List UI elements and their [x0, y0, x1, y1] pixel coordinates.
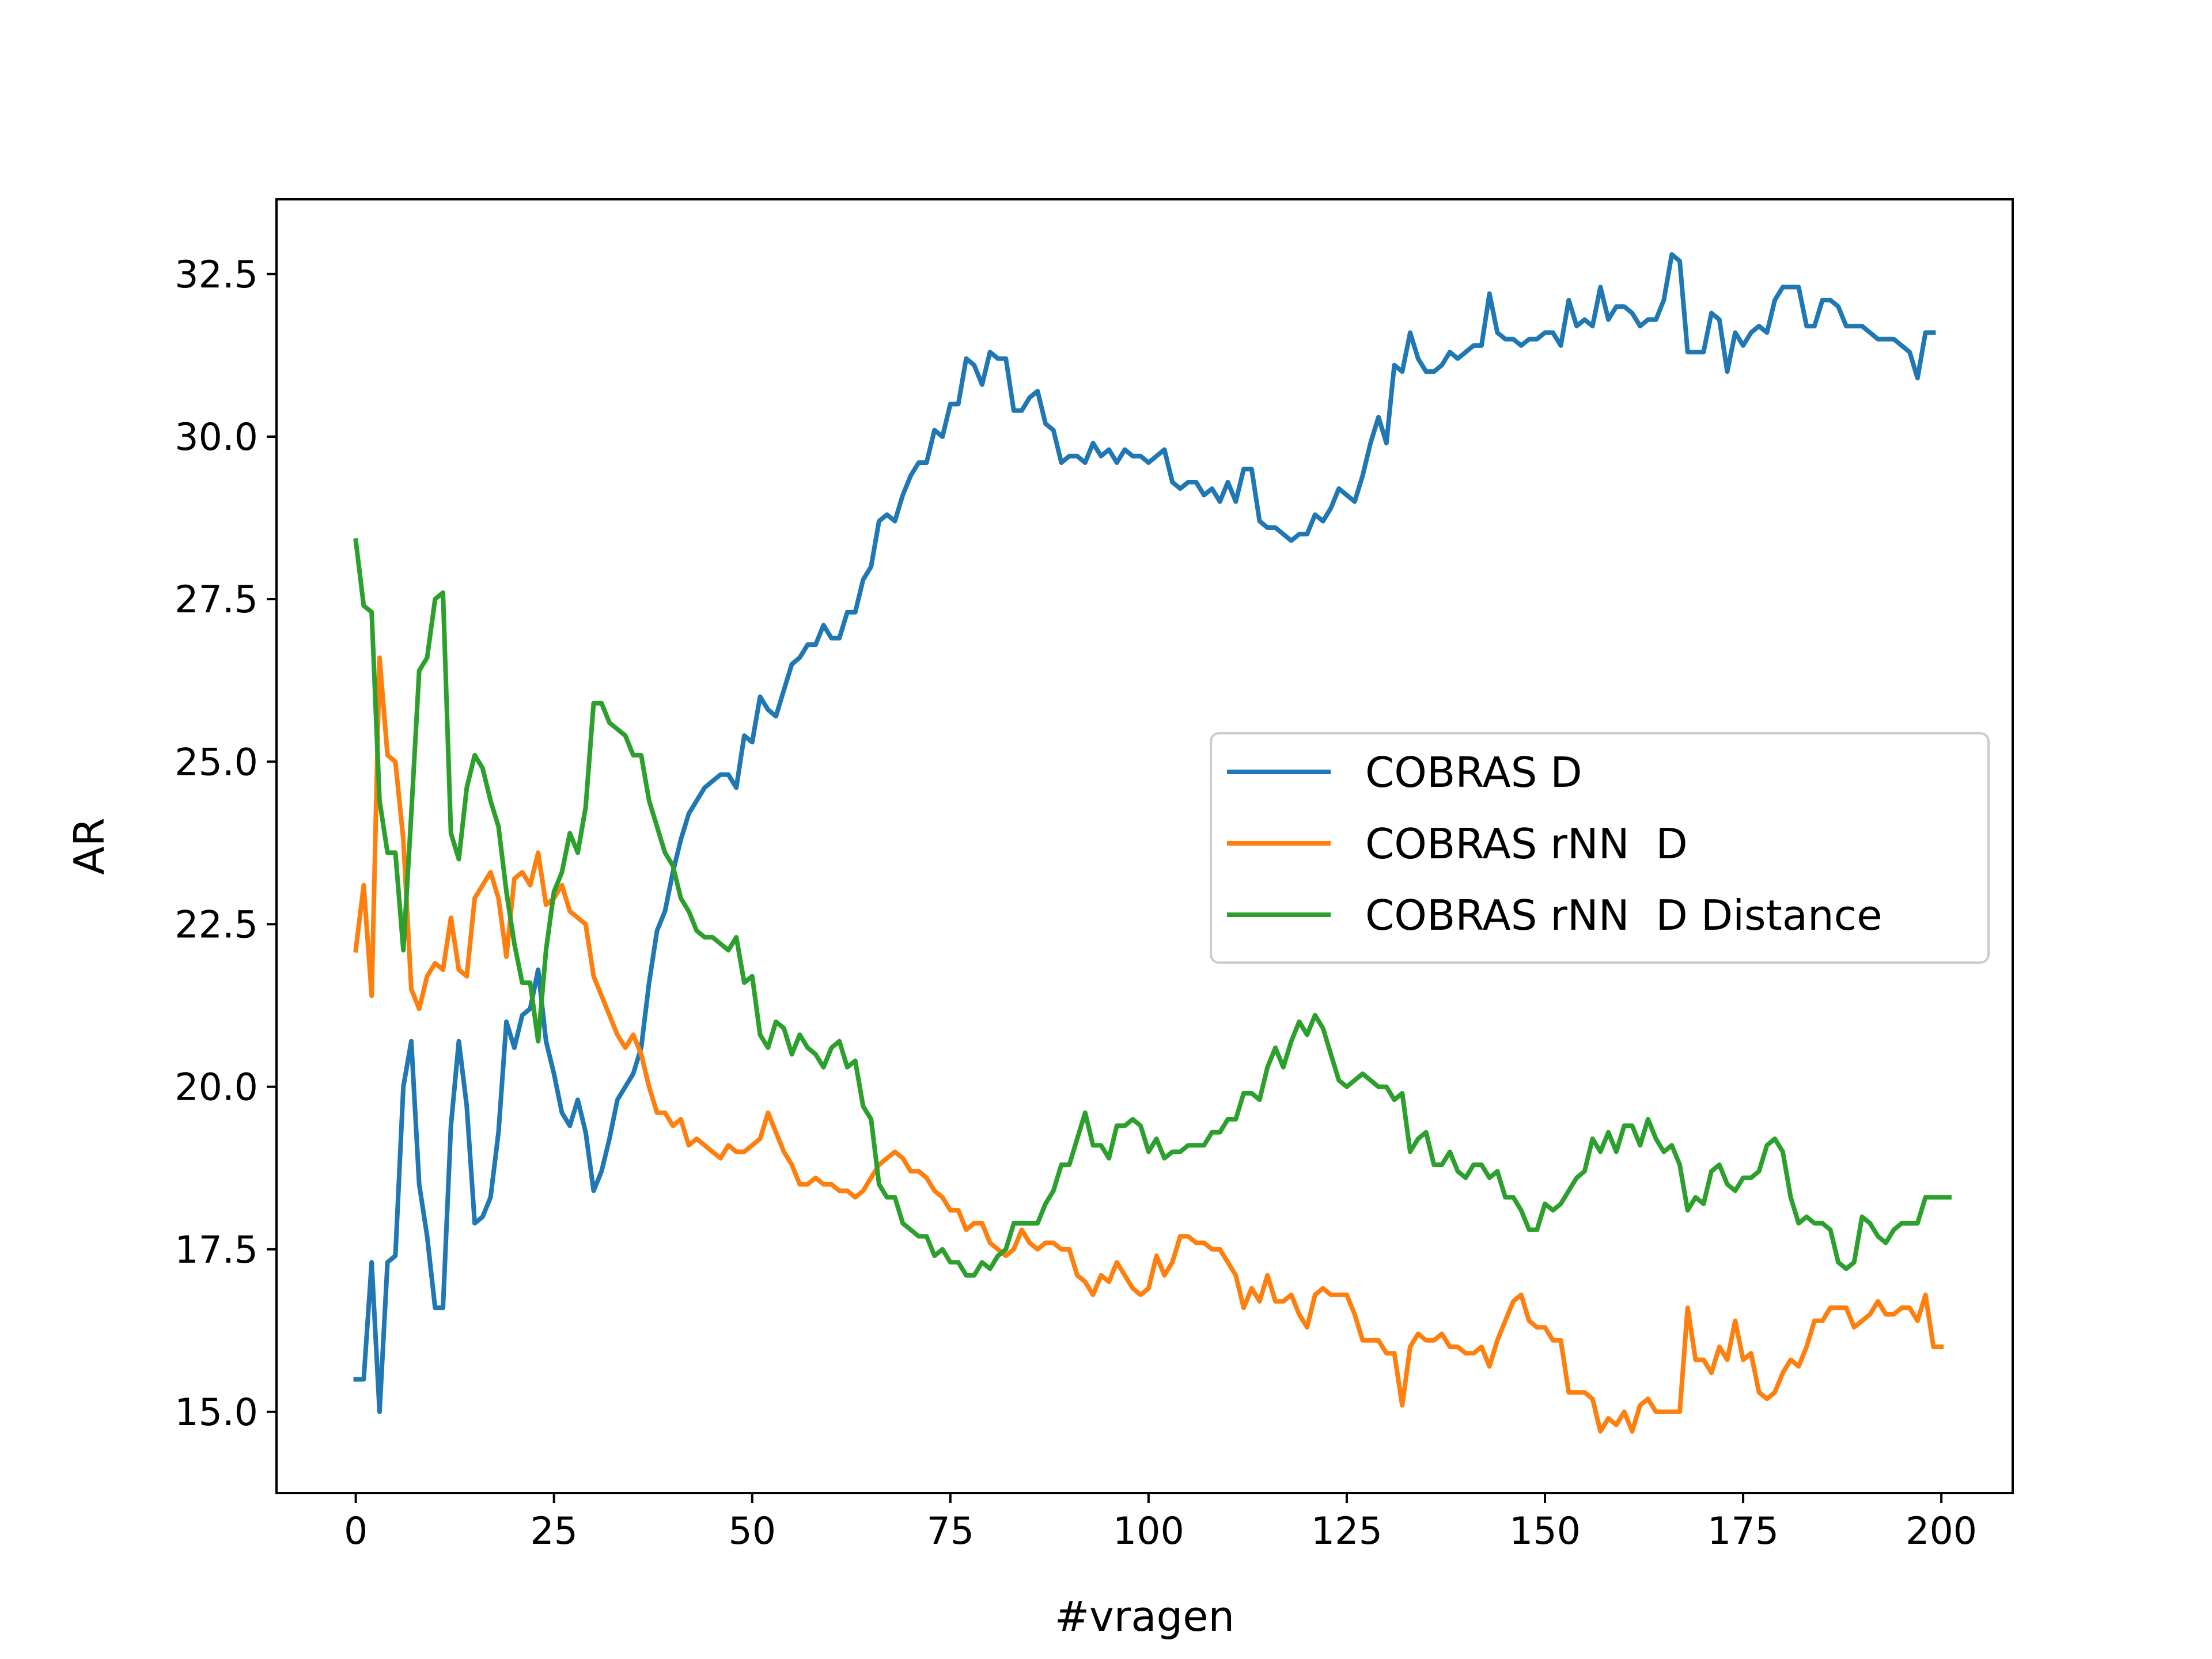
series-line-1 — [353, 655, 1944, 1434]
y-axis-label: AR — [65, 817, 113, 874]
x-axis-label: #vragen — [1055, 1592, 1234, 1641]
plot-lines — [353, 252, 1952, 1434]
x-tick-label: 0 — [344, 1510, 368, 1553]
series-line-2 — [353, 538, 1952, 1278]
x-tick-label: 50 — [728, 1510, 776, 1553]
y-tick-label: 30.0 — [175, 416, 258, 459]
y-tick-label: 20.0 — [175, 1066, 258, 1109]
x-tick-label: 100 — [1113, 1510, 1184, 1553]
x-tick-label: 75 — [926, 1510, 974, 1553]
x-tick-label: 200 — [1906, 1510, 1977, 1553]
y-tick-label: 25.0 — [175, 741, 258, 784]
y-axis: 15.0 17.5 20.0 22.5 25.0 27.5 30.0 32.5 — [175, 253, 276, 1434]
x-tick-label: 125 — [1311, 1510, 1382, 1553]
series-line-0 — [353, 252, 1936, 1414]
plot-area-frame — [275, 198, 2014, 1494]
x-tick-label: 150 — [1509, 1510, 1581, 1553]
x-axis: 0 25 50 75 100 125 150 175 200 — [344, 1493, 1977, 1553]
legend-frame — [1210, 732, 1990, 964]
legend-label-2: COBRAS rNN D Distance — [1365, 891, 1883, 940]
y-tick-label: 32.5 — [175, 253, 258, 297]
y-tick-label: 15.0 — [175, 1391, 258, 1434]
legend-label-0: COBRAS D — [1365, 748, 1582, 797]
y-tick-label: 17.5 — [175, 1229, 258, 1272]
legend: COBRAS D COBRAS rNN D COBRAS rNN D Distanc… — [1210, 732, 1990, 964]
legend-label-1: COBRAS rNN D — [1365, 820, 1688, 868]
x-tick-label: 175 — [1707, 1510, 1779, 1553]
x-tick-label: 25 — [530, 1510, 578, 1553]
y-tick-label: 22.5 — [175, 903, 258, 946]
y-tick-label: 27.5 — [175, 578, 258, 622]
